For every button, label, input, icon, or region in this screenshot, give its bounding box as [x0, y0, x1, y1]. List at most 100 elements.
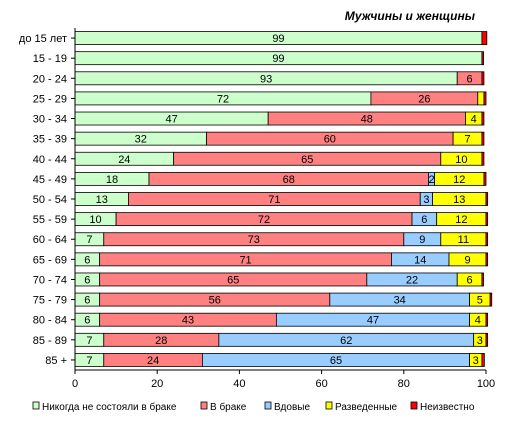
data-label: 72	[217, 93, 229, 105]
legend-swatch	[325, 401, 333, 410]
category-label: 15 - 19	[33, 53, 67, 65]
category-label: 30 - 34	[33, 114, 67, 126]
bar-segment	[477, 91, 485, 106]
category-label: до 15 лет	[19, 33, 67, 45]
legend-label: Неизвестно	[420, 402, 475, 413]
category-label: 60 - 64	[33, 234, 67, 246]
bar-segment	[485, 192, 489, 206]
bar-segment	[481, 353, 485, 367]
bar-segment	[481, 111, 485, 126]
data-label: 7	[86, 234, 92, 246]
data-label: 62	[340, 335, 352, 347]
data-label: 14	[414, 254, 426, 266]
data-label: 7	[464, 134, 470, 146]
data-label: 34	[394, 295, 406, 307]
bar-segment	[483, 91, 487, 106]
data-label: 48	[361, 114, 373, 126]
chart-title: Мужчины и женщины	[345, 9, 476, 23]
category-label: 65 - 69	[33, 254, 67, 266]
y-axis: до 15 лет 15 - 19 20 - 24 25 - 29 30 - 34 35 …	[19, 28, 76, 370]
legend: Никогда не состояли в браке В браке Вдовые…	[32, 401, 475, 413]
data-label: 6	[84, 274, 90, 286]
bar-segment	[485, 232, 489, 247]
data-label: 9	[419, 234, 425, 246]
data-label: 99	[272, 33, 284, 45]
data-label: 60	[324, 134, 336, 146]
data-label: 3	[473, 355, 479, 367]
category-label: 85 +	[45, 355, 67, 367]
data-label: 11	[458, 234, 469, 246]
data-label: 65	[301, 154, 313, 166]
data-label: 26	[418, 93, 430, 105]
legend-label: Вдовые	[274, 402, 310, 413]
x-tick-label: 60	[315, 378, 327, 390]
data-label: 10	[455, 154, 467, 166]
category-label: 75 - 79	[33, 295, 67, 307]
data-label: 71	[239, 254, 251, 266]
category-label: 50 - 54	[33, 194, 67, 206]
x-tick-label: 0	[72, 378, 78, 390]
data-label: 6	[84, 254, 90, 266]
legend-label: Никогда не состояли в браке	[42, 401, 177, 413]
legend-swatch	[32, 401, 40, 410]
bar-segment	[481, 31, 488, 45]
bar-segment	[481, 151, 485, 166]
category-label: 70 - 74	[33, 274, 67, 286]
legend-swatch	[200, 401, 208, 410]
data-label: 47	[165, 114, 177, 126]
data-label: 6	[466, 274, 472, 286]
data-label: 32	[135, 134, 147, 146]
data-label: 12	[455, 214, 467, 226]
data-label: 65	[227, 274, 239, 286]
bar-segment	[485, 212, 489, 227]
legend-swatch	[410, 401, 418, 410]
data-label: 99	[272, 53, 284, 65]
legend-swatch	[264, 401, 272, 410]
bar-segment	[485, 312, 489, 327]
data-label: 6	[84, 295, 90, 307]
bar-segment	[481, 51, 484, 66]
bar-segment	[483, 171, 487, 186]
data-label: 93	[260, 73, 272, 85]
bar-segment	[485, 252, 489, 267]
bar-segment	[481, 71, 485, 86]
data-label: 7	[86, 335, 92, 347]
data-label: 72	[258, 214, 270, 226]
bar-segment	[481, 272, 484, 287]
x-tick-label: 80	[398, 378, 410, 390]
data-label: 10	[89, 214, 101, 226]
data-label: 6	[421, 214, 427, 226]
data-label: 7	[86, 355, 92, 367]
data-label: 9	[464, 254, 470, 266]
data-label: 12	[453, 174, 465, 186]
data-label: 68	[283, 174, 295, 186]
x-axis: 0 20 40 60 80 100	[72, 369, 495, 390]
data-label: 71	[268, 194, 280, 206]
category-label: 25 - 29	[33, 93, 67, 105]
data-label: 3	[423, 194, 429, 206]
data-label: 47	[367, 315, 379, 327]
bar-segment	[489, 292, 493, 307]
category-label: 85 - 89	[33, 335, 67, 347]
data-label: 22	[406, 274, 418, 286]
category-label: 80 - 84	[33, 315, 67, 327]
data-label: 56	[209, 295, 221, 307]
data-label: 2	[428, 174, 434, 186]
data-label: 28	[155, 335, 167, 347]
data-label: 24	[147, 355, 159, 367]
category-label: 45 - 49	[33, 174, 67, 186]
x-tick-label: 40	[233, 378, 245, 390]
category-label: 20 - 24	[33, 73, 67, 85]
x-tick-label: 100	[477, 378, 495, 390]
category-label: 35 - 39	[33, 134, 67, 146]
legend-label: В браке	[210, 401, 247, 413]
category-label: 55 - 59	[33, 214, 67, 226]
data-label: 6	[466, 73, 472, 85]
data-label: 43	[182, 315, 194, 327]
category-label: 40 - 44	[33, 154, 67, 166]
data-label: 13	[453, 194, 465, 206]
x-tick-label: 20	[151, 378, 163, 390]
